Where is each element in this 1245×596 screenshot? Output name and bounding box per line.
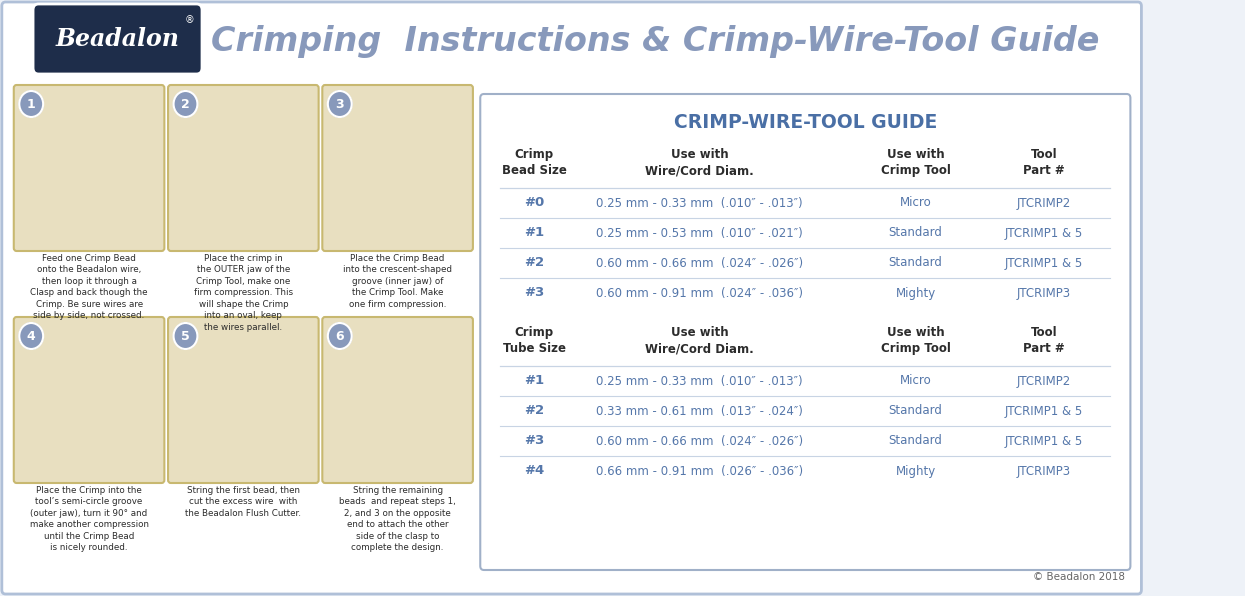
- FancyBboxPatch shape: [322, 85, 473, 251]
- Text: #2: #2: [524, 405, 544, 418]
- Text: 0.25 mm - 0.33 mm  (.010″ - .013″): 0.25 mm - 0.33 mm (.010″ - .013″): [596, 197, 803, 210]
- Circle shape: [19, 323, 44, 349]
- Text: Use with
Crimp Tool: Use with Crimp Tool: [880, 326, 950, 355]
- Text: #3: #3: [524, 287, 544, 300]
- Text: Crimp
Bead Size: Crimp Bead Size: [502, 148, 566, 177]
- Text: #0: #0: [524, 197, 544, 210]
- Circle shape: [173, 323, 198, 349]
- Text: 0.60 mm - 0.66 mm  (.024″ - .026″): 0.60 mm - 0.66 mm (.024″ - .026″): [596, 434, 803, 448]
- FancyBboxPatch shape: [14, 85, 164, 251]
- Text: Micro: Micro: [900, 374, 931, 387]
- Text: Place the Crimp Bead
into the crescent-shaped
groove (inner jaw) of
the Crimp To: Place the Crimp Bead into the crescent-s…: [344, 254, 452, 309]
- Text: Tool
Part #: Tool Part #: [1023, 326, 1064, 355]
- Text: 4: 4: [27, 330, 36, 343]
- Text: Place the Crimp into the
tool’s semi-circle groove
(outer jaw), turn it 90° and
: Place the Crimp into the tool’s semi-cir…: [30, 486, 148, 552]
- Text: JTCRIMP2: JTCRIMP2: [1017, 197, 1071, 210]
- Text: Use with
Crimp Tool: Use with Crimp Tool: [880, 148, 950, 177]
- FancyBboxPatch shape: [481, 94, 1130, 570]
- Text: Place the crimp in
the OUTER jaw of the
Crimp Tool, make one
firm compression. T: Place the crimp in the OUTER jaw of the …: [194, 254, 293, 332]
- Text: Crimp
Tube Size: Crimp Tube Size: [503, 326, 566, 355]
- FancyBboxPatch shape: [34, 4, 202, 74]
- Text: 0.60 mm - 0.91 mm  (.024″ - .036″): 0.60 mm - 0.91 mm (.024″ - .036″): [596, 287, 803, 300]
- Text: Feed one Crimp Bead
onto the Beadalon wire,
then loop it through a
Clasp and bac: Feed one Crimp Bead onto the Beadalon wi…: [30, 254, 148, 320]
- Text: ®: ®: [184, 15, 194, 25]
- FancyBboxPatch shape: [14, 317, 164, 483]
- Text: 0.25 mm - 0.53 mm  (.010″ - .021″): 0.25 mm - 0.53 mm (.010″ - .021″): [596, 226, 803, 240]
- Text: #2: #2: [524, 256, 544, 269]
- Circle shape: [19, 91, 44, 117]
- Text: Crimping  Instructions & Crimp-Wire-Tool Guide: Crimping Instructions & Crimp-Wire-Tool …: [212, 26, 1099, 58]
- Text: JTCRIMP1 & 5: JTCRIMP1 & 5: [1005, 434, 1083, 448]
- Text: Standard: Standard: [889, 434, 942, 448]
- Text: 1: 1: [27, 98, 36, 110]
- FancyBboxPatch shape: [1, 2, 1142, 594]
- Text: 0.33 mm - 0.61 mm  (.013″ - .024″): 0.33 mm - 0.61 mm (.013″ - .024″): [596, 405, 803, 418]
- Text: JTCRIMP2: JTCRIMP2: [1017, 374, 1071, 387]
- Text: Tool
Part #: Tool Part #: [1023, 148, 1064, 177]
- Text: 0.60 mm - 0.66 mm  (.024″ - .026″): 0.60 mm - 0.66 mm (.024″ - .026″): [596, 256, 803, 269]
- Text: JTCRIMP3: JTCRIMP3: [1017, 464, 1071, 477]
- Text: JTCRIMP1 & 5: JTCRIMP1 & 5: [1005, 226, 1083, 240]
- Text: 0.66 mm - 0.91 mm  (.026″ - .036″): 0.66 mm - 0.91 mm (.026″ - .036″): [596, 464, 803, 477]
- FancyBboxPatch shape: [168, 85, 319, 251]
- Text: Standard: Standard: [889, 226, 942, 240]
- Circle shape: [173, 91, 198, 117]
- Text: #4: #4: [524, 464, 544, 477]
- Text: Beadalon: Beadalon: [56, 27, 179, 51]
- Text: #1: #1: [524, 374, 544, 387]
- Text: 0.25 mm - 0.33 mm  (.010″ - .013″): 0.25 mm - 0.33 mm (.010″ - .013″): [596, 374, 803, 387]
- Text: Standard: Standard: [889, 256, 942, 269]
- Text: Mighty: Mighty: [895, 287, 936, 300]
- Text: CRIMP-WIRE-TOOL GUIDE: CRIMP-WIRE-TOOL GUIDE: [674, 113, 937, 132]
- Circle shape: [327, 323, 351, 349]
- Text: JTCRIMP1 & 5: JTCRIMP1 & 5: [1005, 256, 1083, 269]
- Text: Use with
Wire/Cord Diam.: Use with Wire/Cord Diam.: [645, 326, 754, 355]
- Text: JTCRIMP1 & 5: JTCRIMP1 & 5: [1005, 405, 1083, 418]
- Circle shape: [327, 91, 351, 117]
- Text: 5: 5: [181, 330, 190, 343]
- Text: Standard: Standard: [889, 405, 942, 418]
- Text: Micro: Micro: [900, 197, 931, 210]
- Text: 6: 6: [335, 330, 344, 343]
- Text: 3: 3: [335, 98, 344, 110]
- Text: String the first bead, then
cut the excess wire  with
the Beadalon Flush Cutter.: String the first bead, then cut the exce…: [186, 486, 301, 518]
- FancyBboxPatch shape: [168, 317, 319, 483]
- Text: Mighty: Mighty: [895, 464, 936, 477]
- Text: #3: #3: [524, 434, 544, 448]
- FancyBboxPatch shape: [322, 317, 473, 483]
- Text: JTCRIMP3: JTCRIMP3: [1017, 287, 1071, 300]
- Text: 2: 2: [181, 98, 190, 110]
- Text: © Beadalon 2018: © Beadalon 2018: [1033, 572, 1125, 582]
- Text: Use with
Wire/Cord Diam.: Use with Wire/Cord Diam.: [645, 148, 754, 177]
- Text: String the remaining
beads  and repeat steps 1,
2, and 3 on the opposite
end to : String the remaining beads and repeat st…: [339, 486, 456, 552]
- Text: #1: #1: [524, 226, 544, 240]
